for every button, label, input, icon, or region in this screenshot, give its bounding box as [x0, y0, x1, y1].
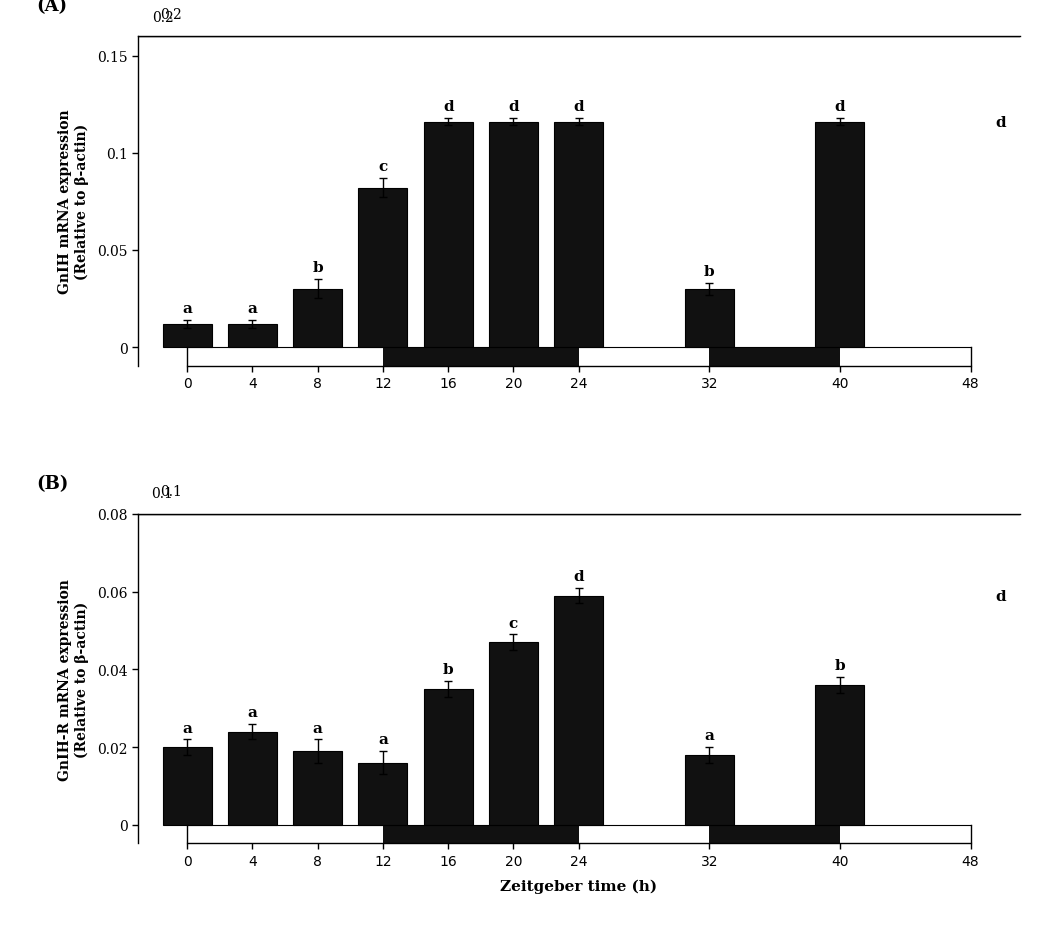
Text: b: b — [835, 659, 845, 673]
Bar — [424, 689, 473, 825]
Bar — [293, 751, 342, 825]
Bar — [489, 642, 538, 825]
Bar — [685, 289, 734, 348]
Bar — [228, 731, 277, 825]
Text: d: d — [995, 116, 1006, 130]
Bar — [816, 122, 864, 348]
Text: a: a — [247, 705, 257, 719]
Bar — [554, 122, 603, 348]
Bar — [685, 756, 734, 825]
Text: a: a — [378, 732, 388, 746]
Text: d: d — [573, 100, 584, 114]
X-axis label: Zeitgeber time (h): Zeitgeber time (h) — [500, 879, 657, 894]
Bar — [816, 685, 864, 825]
Bar — [359, 763, 408, 825]
Bar — [359, 188, 408, 348]
Text: a: a — [182, 302, 192, 316]
Text: (B): (B) — [37, 475, 69, 493]
Bar — [554, 596, 603, 825]
Text: d: d — [509, 100, 519, 114]
Text: 0.1: 0.1 — [152, 487, 173, 501]
Text: c: c — [378, 160, 388, 174]
Text: d: d — [573, 569, 584, 583]
Bar — [162, 747, 211, 825]
Text: a: a — [312, 721, 323, 735]
Bar — [162, 324, 211, 348]
Bar — [293, 289, 342, 348]
Bar — [424, 122, 473, 348]
Text: 0.1: 0.1 — [159, 485, 182, 499]
Text: a: a — [182, 721, 192, 735]
Text: d: d — [835, 100, 845, 114]
Text: 0.2: 0.2 — [152, 11, 173, 25]
Text: d: d — [443, 100, 453, 114]
Text: b: b — [443, 663, 453, 677]
Text: a: a — [704, 729, 715, 743]
Bar — [489, 122, 538, 348]
Y-axis label: GnIH mRNA expression
(Relative to β-actin): GnIH mRNA expression (Relative to β-acti… — [58, 109, 89, 294]
Text: a: a — [247, 302, 257, 316]
Text: 0.2: 0.2 — [160, 7, 182, 21]
Y-axis label: GnIH-R mRNA expression
(Relative to β-actin): GnIH-R mRNA expression (Relative to β-ac… — [58, 578, 89, 780]
Text: b: b — [312, 261, 323, 275]
Text: c: c — [509, 616, 518, 630]
Bar — [228, 324, 277, 348]
Text: (A): (A) — [37, 0, 68, 16]
Text: d: d — [995, 589, 1006, 603]
Text: b: b — [704, 265, 715, 279]
